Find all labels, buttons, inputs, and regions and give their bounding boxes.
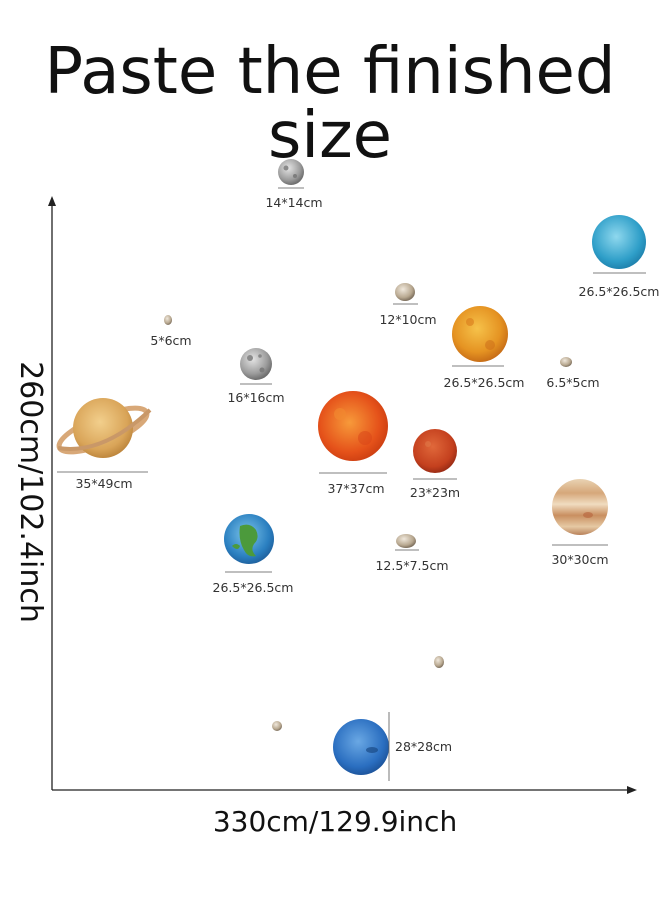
y-axis-label: 260cm/102.4inch	[13, 361, 48, 623]
moon-small-sticker	[278, 159, 304, 189]
size-label: 26.5*26.5cm	[213, 580, 294, 595]
jupiter-sticker	[552, 479, 608, 546]
moon-sticker	[240, 348, 272, 385]
x-axis-arrow	[627, 786, 637, 794]
asteroid-sticker	[393, 283, 418, 305]
size-label: 37*37cm	[327, 481, 384, 496]
venus-sticker	[452, 306, 508, 367]
asteroid-sticker	[272, 721, 282, 731]
uranus-sticker	[592, 215, 646, 274]
page-title: Paste the finished size	[44, 35, 616, 173]
size-label: 35*49cm	[75, 476, 132, 491]
size-label: 28*28cm	[395, 739, 452, 754]
size-label: 12.5*7.5cm	[375, 558, 448, 573]
size-label: 12*10cm	[379, 312, 436, 327]
size-label: 6.5*5cm	[546, 375, 599, 390]
size-label: 26.5*26.5cm	[579, 284, 660, 299]
earth-sticker	[224, 514, 274, 573]
saturn-sticker	[56, 398, 152, 473]
y-axis-arrow	[48, 196, 56, 206]
size-label: 23*23m	[410, 485, 460, 500]
size-label: 26.5*26.5cm	[444, 375, 525, 390]
x-axis-label: 330cm/129.9inch	[212, 805, 458, 838]
size-label: 16*16cm	[227, 390, 284, 405]
sun-sticker	[318, 391, 388, 474]
size-label: 5*6cm	[150, 333, 191, 348]
asteroid-sticker	[164, 315, 172, 325]
asteroid-sticker	[434, 656, 444, 668]
asteroid-sticker	[560, 357, 572, 367]
neptune-sticker	[333, 712, 390, 781]
asteroid-sticker	[395, 534, 419, 551]
size-label: 30*30cm	[551, 552, 608, 567]
mars-sticker	[413, 429, 457, 480]
size-label: 14*14cm	[265, 195, 322, 210]
